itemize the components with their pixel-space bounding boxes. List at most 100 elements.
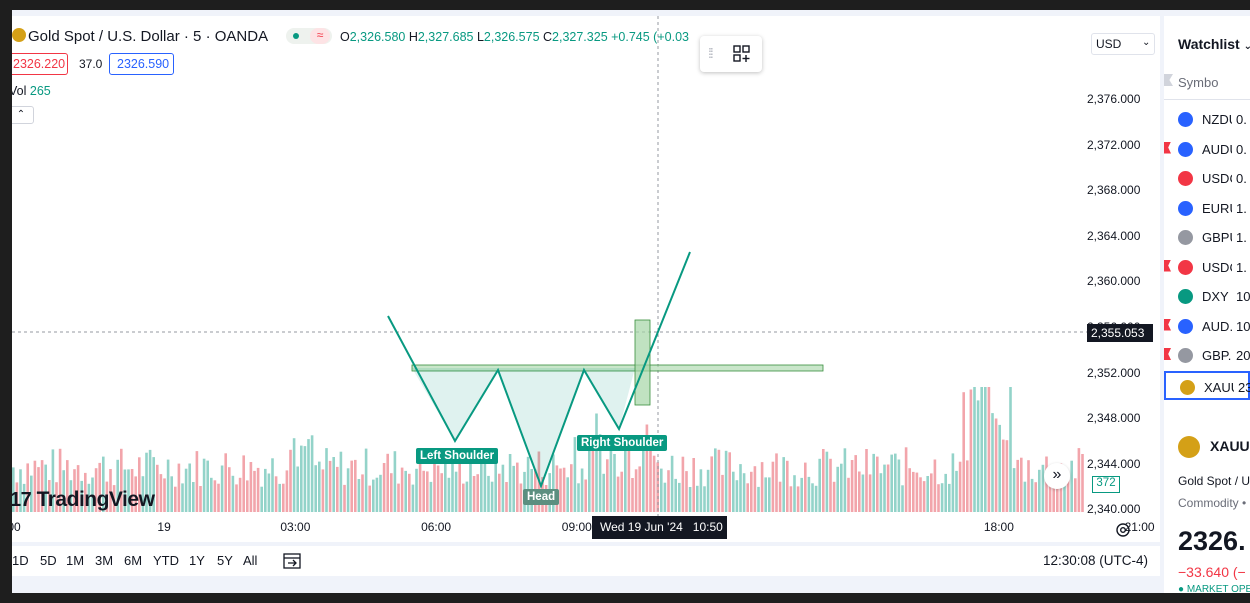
volume-bar: [177, 463, 181, 512]
volume-bar: [112, 485, 116, 512]
volume-bar: [688, 487, 692, 512]
watchlist-title[interactable]: Watchlist ⌄: [1178, 36, 1250, 52]
volume-bar: [148, 449, 152, 512]
watchlist-row[interactable]: XAUU23: [1164, 370, 1250, 400]
volume-bar: [1020, 457, 1023, 512]
chart-canvas[interactable]: [12, 16, 1160, 542]
volume-bar: [966, 460, 969, 512]
red-flag-icon[interactable]: [1164, 318, 1171, 331]
volume-bar: [192, 482, 195, 512]
red-flag-icon[interactable]: [1164, 259, 1171, 272]
scroll-to-realtime-button[interactable]: »: [1044, 463, 1070, 489]
object-tree-icon[interactable]: [733, 45, 751, 63]
head-label[interactable]: Head: [523, 489, 560, 505]
watchlist-value: 10: [1236, 289, 1250, 304]
column-header-symbol[interactable]: Symbo: [1178, 75, 1219, 90]
timeframe-ytd[interactable]: YTD: [153, 553, 179, 568]
volume-bar: [883, 464, 886, 512]
volume-bar: [242, 455, 245, 512]
symbol-flag-icon: [1178, 200, 1193, 216]
volume-bar: [1038, 469, 1041, 512]
timeframe-6m[interactable]: 6M: [124, 553, 143, 568]
volume-bar: [343, 484, 346, 512]
buy-button[interactable]: 2326.590: [109, 53, 174, 75]
volume-bar: [296, 466, 299, 512]
volume-bar: [440, 473, 443, 512]
chart-pane[interactable]: Gold Spot / U.S. Dollar · 5 · OANDA ≈ O2…: [12, 16, 1160, 542]
volume-bar: [984, 387, 987, 512]
volume-bar: [724, 450, 728, 512]
volume-bar: [411, 484, 415, 512]
clock[interactable]: 12:30:08 (UTC-4): [1043, 553, 1149, 568]
red-flag-icon[interactable]: [1164, 348, 1171, 360]
time-axis-label: 18:00: [983, 520, 1014, 534]
watchlist-row[interactable]: AUD. 10: [1164, 312, 1250, 341]
watchlist-row[interactable]: DXY 10: [1164, 282, 1250, 311]
watchlist-value: 0.: [1236, 171, 1247, 186]
neckline-box: [411, 364, 824, 372]
floating-toolbar[interactable]: ⁞⁞: [700, 36, 762, 72]
watchlist-row[interactable]: EURU1.: [1164, 194, 1250, 223]
timeframe-all[interactable]: All: [243, 553, 258, 568]
watchlist-row[interactable]: USDC 0.: [1164, 164, 1250, 193]
volume-bar: [1012, 468, 1016, 512]
volume-bar: [818, 458, 821, 512]
volume-bar: [80, 480, 83, 512]
tradingview-logo[interactable]: 17 TradingView: [12, 488, 155, 511]
watchlist-row[interactable]: USDC1.: [1164, 253, 1250, 282]
volume-bar: [289, 449, 292, 512]
volume-bar: [825, 451, 829, 512]
collapse-legend-button[interactable]: ⌃: [12, 106, 34, 124]
volume-bar: [498, 473, 501, 512]
timeframe-1m[interactable]: 1M: [66, 553, 85, 568]
volume-bar: [789, 486, 793, 512]
volume-bar: [1074, 478, 1077, 512]
date-range-icon[interactable]: [282, 551, 302, 571]
volume-bar: [397, 483, 400, 512]
currency-select[interactable]: USD ⌄: [1091, 33, 1155, 55]
volume-bar: [210, 477, 213, 512]
timeframe-1y[interactable]: 1Y: [189, 553, 205, 568]
volume-bar: [750, 471, 753, 512]
price-axis-label: 2,352.000: [1087, 365, 1141, 380]
volume-bar: [274, 476, 278, 512]
volume-bar: [220, 465, 224, 512]
volume-bar: [580, 468, 584, 512]
sell-button[interactable]: 2326.220: [12, 53, 68, 75]
crosshair-time-label: Wed 19 Jun '24 10:50: [592, 516, 727, 539]
gold-icon: [12, 28, 26, 42]
right-shoulder-label[interactable]: Right Shoulder: [577, 435, 668, 451]
volume-bar: [271, 458, 274, 512]
volume-bar: [836, 466, 839, 512]
timeframe-5d[interactable]: 5D: [40, 553, 57, 568]
watchlist-row[interactable]: NZDU 0.: [1164, 105, 1250, 134]
timeframe-1d[interactable]: 1D: [12, 553, 29, 568]
red-flag-icon[interactable]: [1164, 141, 1171, 154]
settings-icon[interactable]: [1115, 522, 1131, 538]
volume-bar: [634, 469, 638, 512]
drag-handle-icon[interactable]: ⁞⁞: [708, 45, 714, 61]
timeframe-3m[interactable]: 3M: [95, 553, 114, 568]
watchlist-row[interactable]: GBP. 20: [1164, 341, 1250, 370]
current-price-label: 2,355.053: [1087, 324, 1153, 342]
volume-bar: [526, 456, 530, 512]
volume-bar: [328, 460, 332, 512]
volume-bar: [375, 477, 379, 512]
volume-bar: [181, 483, 184, 512]
timeframe-5y[interactable]: 5Y: [217, 553, 233, 568]
details-symbol[interactable]: XAUUS: [1210, 438, 1250, 454]
watchlist-row[interactable]: AUDU0.: [1164, 135, 1250, 164]
volume-bar: [1023, 481, 1027, 512]
volume-bar: [973, 387, 976, 512]
symbol-title[interactable]: Gold Spot / U.S. Dollar · 5 · OANDA: [28, 28, 269, 45]
watchlist-row[interactable]: GBPU 1.: [1164, 223, 1250, 252]
volume-legend: Vol 265: [12, 84, 51, 98]
watchlist-symbol: AUD.: [1202, 318, 1232, 334]
volume-bar: [552, 454, 555, 512]
volume-bar: [958, 461, 962, 512]
volume-bar: [850, 460, 854, 512]
market-status-pill[interactable]: ≈: [286, 28, 332, 44]
left-shoulder-label[interactable]: Left Shoulder: [416, 448, 499, 464]
volume-bar: [87, 483, 91, 512]
volume-bar: [476, 474, 479, 512]
